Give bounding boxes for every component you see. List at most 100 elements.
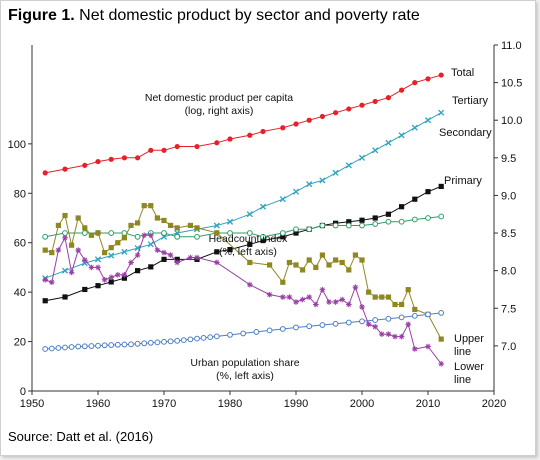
- x-tick-label: 1950: [20, 398, 44, 410]
- data-point-lower-line: [62, 234, 68, 241]
- data-point-lower-line: [49, 279, 55, 286]
- data-point-headcount-index: [102, 250, 108, 256]
- data-point-tertiary: [259, 203, 267, 210]
- data-point-total: [280, 125, 286, 131]
- data-point-lower-line: [148, 232, 154, 239]
- y-left-tick-label: 40: [14, 287, 26, 299]
- data-point-urban-population-share: [385, 315, 392, 322]
- data-point-headcount-index: [62, 212, 68, 219]
- data-point-total: [425, 76, 431, 82]
- data-point-headcount-index: [326, 262, 332, 268]
- data-point-urban-population-share: [359, 318, 365, 325]
- data-point-headcount-index: [399, 301, 405, 308]
- data-point-lower-line: [108, 274, 114, 281]
- data-point-lower-line: [425, 343, 431, 350]
- data-point-urban-population-share: [306, 323, 313, 330]
- data-point-urban-population-share: [48, 345, 55, 352]
- data-point-tertiary: [345, 162, 352, 169]
- data-point-primary: [194, 233, 200, 240]
- data-point-primary: [438, 213, 445, 220]
- data-point-lower-line: [174, 259, 180, 266]
- x-tick-label: 2010: [416, 398, 440, 410]
- data-point-headcount-index: [128, 222, 134, 229]
- data-point-headcount-index: [286, 259, 292, 266]
- data-point-headcount-index: [82, 225, 88, 231]
- y-left-tick-label: 80: [14, 188, 26, 200]
- data-point-primary: [108, 230, 115, 236]
- data-point-lower-line: [266, 291, 273, 298]
- data-point-urban-population-share: [213, 333, 220, 340]
- data-point-secondary: [42, 298, 48, 304]
- data-point-lower-line: [293, 299, 299, 305]
- data-point-urban-population-share: [174, 337, 181, 344]
- chart-axes: [31, 45, 495, 392]
- data-point-urban-population-share: [121, 341, 128, 348]
- data-point-urban-population-share: [161, 338, 167, 345]
- data-point-headcount-index: [69, 242, 75, 248]
- data-point-headcount-index: [319, 252, 325, 258]
- data-point-lower-line: [372, 323, 378, 330]
- data-point-urban-population-share: [55, 345, 62, 351]
- data-point-secondary: [346, 219, 352, 225]
- data-point-headcount-index: [339, 259, 345, 266]
- annotation-headcount-line1: Headcount index: [209, 233, 289, 245]
- data-point-tertiary: [438, 109, 445, 116]
- data-point-headcount-index: [385, 294, 391, 300]
- figure-title-text: Net domestic product by sector and pover…: [79, 7, 420, 24]
- data-point-lower-line: [299, 296, 306, 303]
- data-point-tertiary: [279, 196, 286, 203]
- data-point-secondary: [247, 241, 253, 247]
- x-tick-label: 2000: [350, 398, 374, 410]
- data-point-headcount-index: [75, 215, 81, 221]
- series-lower-line: [42, 232, 444, 367]
- data-point-lower-line: [167, 252, 174, 258]
- data-point-headcount-index: [300, 267, 306, 273]
- data-point-tertiary: [94, 256, 102, 263]
- data-point-tertiary: [319, 177, 326, 184]
- data-point-urban-population-share: [240, 330, 247, 337]
- data-point-headcount-index: [366, 289, 372, 295]
- data-point-urban-population-share: [141, 340, 148, 347]
- data-point-urban-population-share: [88, 343, 95, 349]
- data-point-lower-line: [326, 299, 332, 305]
- data-point-tertiary: [213, 222, 220, 229]
- data-point-headcount-index: [267, 262, 273, 268]
- data-point-lower-line: [134, 252, 141, 258]
- data-point-lower-line: [115, 272, 121, 278]
- data-point-headcount-index: [174, 225, 180, 231]
- data-point-secondary: [174, 256, 180, 262]
- y-right-tick-label: 9.5: [501, 153, 516, 165]
- data-point-total: [359, 102, 365, 108]
- data-point-lower-line: [306, 294, 312, 300]
- label-secondary: Secondary: [439, 127, 492, 139]
- figure-source: Source: Datt et al. (2016): [8, 429, 154, 444]
- data-point-secondary: [62, 294, 68, 300]
- data-point-urban-population-share: [398, 314, 405, 321]
- data-point-total: [346, 106, 352, 112]
- data-point-secondary: [385, 211, 391, 217]
- data-point-primary: [174, 233, 181, 240]
- data-point-headcount-index: [214, 230, 220, 236]
- data-point-lower-line: [194, 254, 200, 261]
- figure-number: Figure 1.: [8, 7, 75, 24]
- series-line-tertiary: [45, 112, 442, 279]
- data-point-lower-line: [187, 254, 194, 261]
- data-point-lower-line: [161, 249, 167, 256]
- x-tick-label: 1960: [86, 398, 110, 410]
- data-point-headcount-index: [194, 225, 200, 231]
- y-right-tick-label: 7.5: [501, 303, 516, 315]
- data-point-headcount-index: [405, 287, 411, 293]
- label-lower-line-2: line: [454, 374, 471, 386]
- data-point-lower-line: [359, 304, 365, 310]
- data-point-total: [161, 147, 167, 153]
- data-point-urban-population-share: [42, 346, 49, 352]
- data-point-urban-population-share: [62, 344, 68, 351]
- data-point-headcount-index: [154, 215, 160, 221]
- data-point-secondary: [425, 189, 431, 195]
- data-point-lower-line: [332, 299, 339, 305]
- data-point-tertiary: [246, 211, 253, 218]
- data-point-urban-population-share: [147, 339, 154, 346]
- data-point-tertiary: [108, 252, 115, 259]
- annotation-headcount-line2: (%, left axis): [219, 246, 277, 258]
